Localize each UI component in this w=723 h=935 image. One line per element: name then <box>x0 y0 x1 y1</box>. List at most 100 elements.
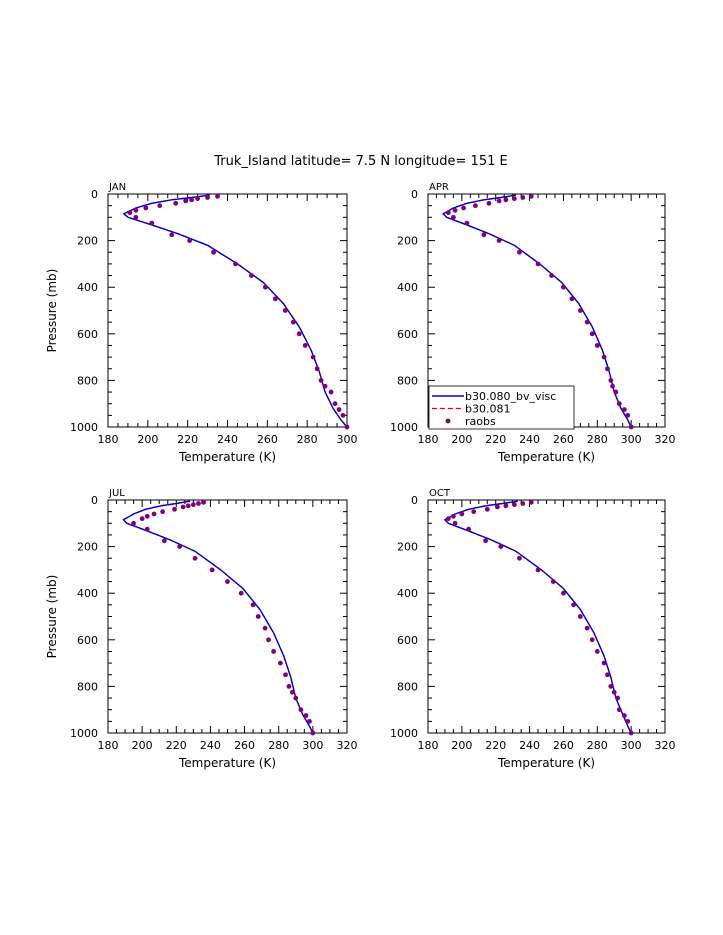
raobs-point <box>528 499 534 505</box>
figure-title: Truk_Island latitude= 7.5 N longitude= 1… <box>213 154 507 169</box>
y-tick-label: 400 <box>397 587 418 600</box>
y-axis-label: Pressure (mb) <box>45 269 59 353</box>
y-tick-label: 200 <box>77 235 98 248</box>
raobs-point <box>293 695 299 701</box>
x-tick-label: 300 <box>302 739 323 752</box>
raobs-point <box>131 520 137 526</box>
raobs-point <box>238 590 244 596</box>
raobs-point <box>605 672 610 678</box>
raobs-point <box>520 501 526 506</box>
raobs-point <box>282 308 288 313</box>
raobs-point <box>318 378 324 383</box>
legend-label: b30.081 <box>465 403 510 416</box>
panel-jul: JUL 180 200 220 240 260 280 300 320 0 200 400 600 800… <box>45 488 358 770</box>
raobs-point <box>483 538 488 544</box>
raobs-point <box>133 207 139 213</box>
raobs-point <box>183 198 189 204</box>
series-line-b30-080-bv-visc <box>122 194 348 428</box>
panel-label: APR <box>429 182 449 193</box>
raobs-point <box>571 602 576 608</box>
raobs-point <box>211 249 216 255</box>
x-axis-label: Temperature (K) <box>178 450 276 464</box>
raobs-point <box>215 193 220 199</box>
raobs-point <box>187 238 193 244</box>
y-tick-label: 600 <box>77 328 98 341</box>
x-tick-label: 320 <box>655 433 676 446</box>
raobs-point <box>608 378 614 383</box>
raobs-point <box>584 625 590 631</box>
x-tick-label: 300 <box>621 739 642 752</box>
raobs-point <box>498 544 504 549</box>
raobs-point <box>495 504 500 510</box>
raobs-point <box>160 509 166 515</box>
raobs-point <box>577 308 583 313</box>
x-tick-label: 240 <box>519 739 540 752</box>
raobs-point <box>310 354 316 360</box>
raobs-point <box>262 625 268 631</box>
legend-box <box>428 385 575 430</box>
raobs-point <box>616 401 622 407</box>
raobs-point <box>594 343 600 348</box>
raobs-point <box>144 513 150 519</box>
raobs-point <box>307 718 312 724</box>
x-tick-label: 220 <box>166 739 187 752</box>
y-tick-label: 1000 <box>390 421 418 434</box>
raobs-point <box>484 506 490 512</box>
raobs-point <box>452 520 458 526</box>
y-tick-label: 0 <box>411 188 418 201</box>
raobs-point <box>205 195 210 200</box>
raobs-point <box>625 718 631 724</box>
plot-frame <box>107 193 348 428</box>
raobs-point <box>298 707 304 713</box>
raobs-point <box>611 689 617 695</box>
raobs-point <box>289 689 295 695</box>
x-tick-label: 260 <box>553 433 574 446</box>
raobs-point <box>466 526 472 532</box>
raobs-point <box>271 649 276 654</box>
x-tick-label: 240 <box>200 739 221 752</box>
raobs-point <box>133 214 139 220</box>
raobs-point <box>520 195 526 200</box>
raobs-point <box>445 516 451 522</box>
raobs-point <box>340 412 346 418</box>
series-line-b30-080-bv-visc <box>122 500 314 734</box>
raobs-point <box>461 205 466 211</box>
raobs-point <box>601 660 607 666</box>
raobs-point <box>172 506 177 512</box>
raobs-point <box>464 220 470 226</box>
raobs-point <box>605 366 610 372</box>
y-tick-label: 0 <box>411 494 418 507</box>
panels: JAN 180 200 220 240 260 280 300 0 200 400 600 800 100… <box>45 182 676 770</box>
raobs-point <box>577 614 583 619</box>
raobs-point <box>310 730 316 736</box>
series-line-b30-081 <box>122 500 314 734</box>
raobs-point <box>225 579 230 584</box>
raobs-point <box>549 273 554 278</box>
raobs-point <box>594 649 600 654</box>
raobs-point <box>286 684 292 689</box>
raobs-point <box>601 354 607 360</box>
x-tick-label: 180 <box>418 739 439 752</box>
raobs-point <box>445 210 451 216</box>
x-tick-label: 280 <box>297 433 318 446</box>
y-tick-label: 400 <box>397 281 418 294</box>
raobs-point <box>584 319 590 325</box>
raobs-point <box>561 590 566 596</box>
raobs-point <box>283 672 288 678</box>
x-tick-label: 200 <box>451 433 472 446</box>
raobs-point <box>336 407 342 412</box>
legend-swatch-dot <box>445 418 451 424</box>
raobs-point <box>628 424 634 430</box>
raobs-point <box>452 207 458 213</box>
x-tick-label: 220 <box>485 739 506 752</box>
panel-apr: APR 180 200 220 240 260 280 300 320 0 200 400 600 800… <box>390 182 676 464</box>
raobs-point <box>272 296 278 302</box>
x-tick-label: 200 <box>451 739 472 752</box>
series-line-b30-081 <box>122 194 348 428</box>
raobs-point <box>266 637 271 643</box>
raobs-point <box>344 424 350 430</box>
x-axis-label: Temperature (K) <box>497 756 595 770</box>
y-tick-label: 400 <box>77 587 98 600</box>
raobs-point <box>332 401 338 407</box>
x-tick-label: 180 <box>418 433 439 446</box>
